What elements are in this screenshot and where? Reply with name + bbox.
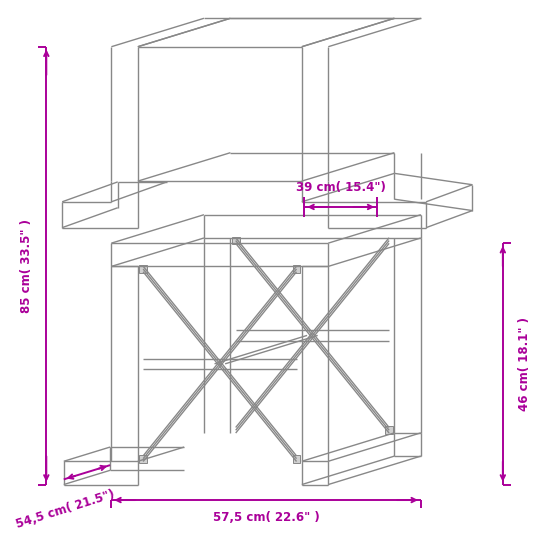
Bar <box>232 237 240 245</box>
Text: 85 cm( 33.5" ): 85 cm( 33.5" ) <box>20 219 33 313</box>
Text: 57,5 cm( 22.6" ): 57,5 cm( 22.6" ) <box>213 511 320 524</box>
Text: 54,5 cm( 21.5"): 54,5 cm( 21.5") <box>15 488 117 531</box>
Bar <box>293 265 300 273</box>
Bar <box>293 455 300 463</box>
Text: 46 cm( 18.1" ): 46 cm( 18.1" ) <box>518 317 531 411</box>
Bar <box>139 265 147 273</box>
Text: 39 cm( 15.4"): 39 cm( 15.4") <box>296 181 386 194</box>
Bar <box>385 427 393 434</box>
Bar <box>139 455 147 463</box>
